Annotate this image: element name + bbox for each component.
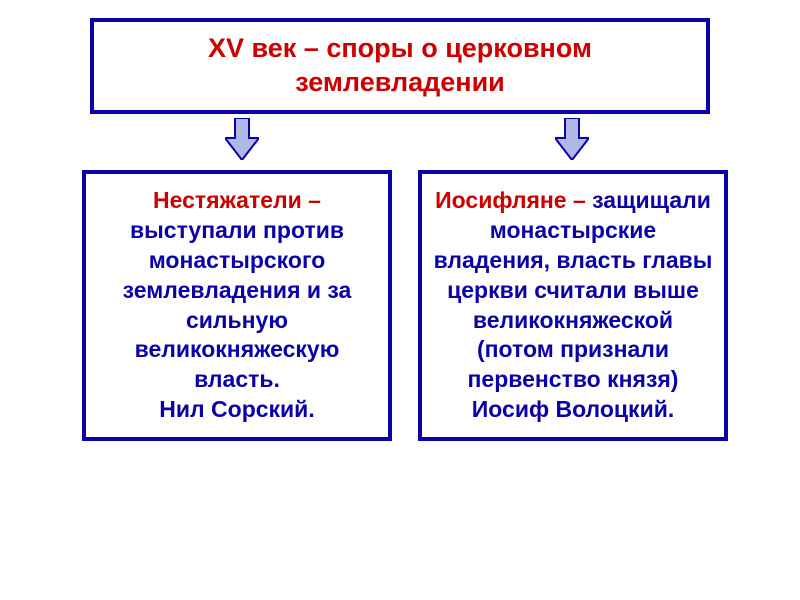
arrow-down-right <box>555 118 589 160</box>
right-branch-box: Иосифляне – защищали монастырские владен… <box>418 170 728 441</box>
arrow-down-icon <box>225 118 259 160</box>
right-term: Иосифляне – <box>435 187 592 213</box>
arrow-down-icon <box>555 118 589 160</box>
diagram-title: XV век – споры о церковном землевладении <box>208 33 592 97</box>
left-branch-box: Нестяжатели – выступали против монастырс… <box>82 170 392 441</box>
right-note: (потом признали первенство князя) <box>432 335 714 395</box>
left-term: Нестяжатели – <box>153 187 321 213</box>
left-leader: Нил Сорский. <box>96 395 378 425</box>
left-description: выступали против монастырского землевлад… <box>123 217 352 392</box>
arrow-down-left <box>225 118 259 160</box>
right-leader: Иосиф Волоцкий. <box>432 395 714 425</box>
title-box: XV век – споры о церковном землевладении <box>90 18 710 114</box>
